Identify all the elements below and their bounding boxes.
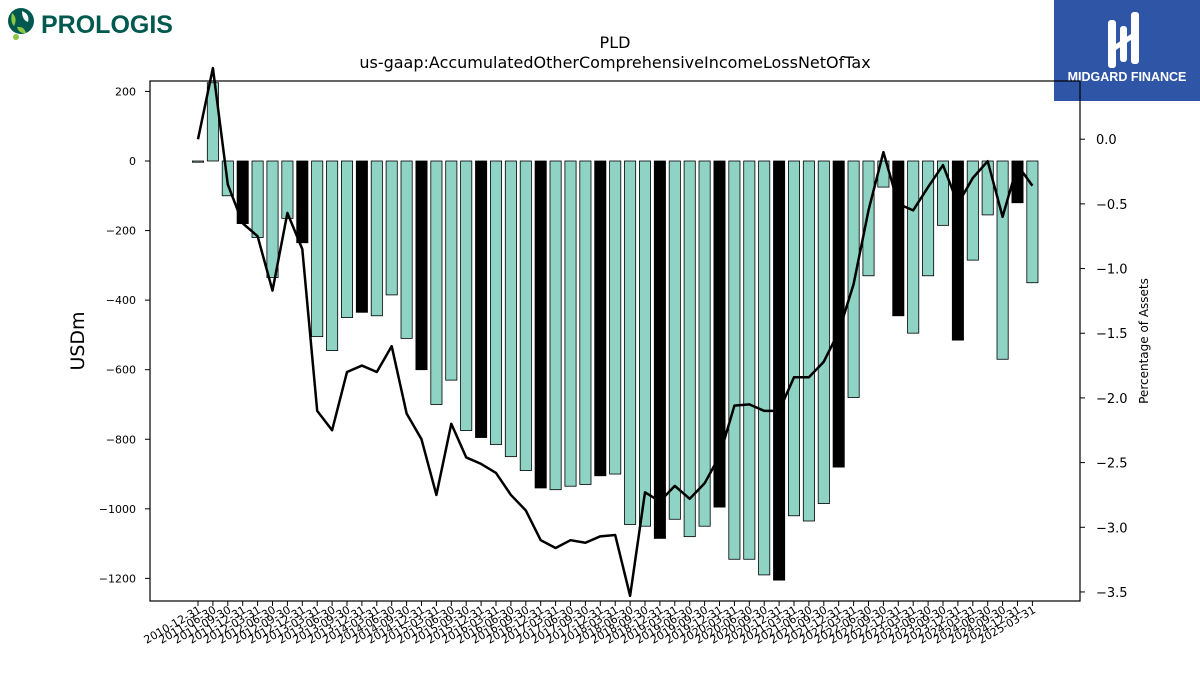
globe-icon xyxy=(8,8,34,34)
y-tick-label: 200 xyxy=(115,85,136,98)
y2-tick-label: −3.5 xyxy=(1096,586,1128,601)
bar-2022-12-31 xyxy=(892,160,905,317)
bar-2014-12-31 xyxy=(415,160,428,371)
bar-2021-12-31 xyxy=(832,160,845,468)
x-axis: 2010-12-312011-06-302011-09-302011-12-31… xyxy=(142,601,1038,647)
bar-2018-06-30 xyxy=(624,160,637,525)
midgard-finance-logo: MIDGARD FINANCE xyxy=(1054,0,1200,101)
bar-2017-09-30 xyxy=(579,160,592,485)
bar-2017-06-30 xyxy=(564,160,577,487)
bar-2018-03-31 xyxy=(609,160,622,475)
y2-tick-label: −1.5 xyxy=(1096,327,1128,342)
y-tick-label: −800 xyxy=(106,433,136,446)
bar-2018-09-30 xyxy=(639,160,652,527)
bar-2015-03-31 xyxy=(430,160,443,405)
y2-axis-label: Percentage of Assets xyxy=(1137,278,1151,404)
prologis-logo: PROLOGIS xyxy=(8,8,173,40)
bar-2016-12-31 xyxy=(534,160,547,489)
bar-2021-09-30 xyxy=(817,160,830,505)
y-axis: 200 0 −200 −400 −600 −800 −1000 −1200 xyxy=(99,85,150,585)
bar-2015-09-30 xyxy=(460,160,473,431)
bar-2023-06-30 xyxy=(922,160,935,277)
bar-2020-09-30 xyxy=(758,160,771,576)
midgard-logo-text: MIDGARD FINANCE xyxy=(1068,70,1187,84)
bar-2024-06-30 xyxy=(981,160,994,216)
bar-2023-03-31 xyxy=(907,160,920,334)
bar-2022-06-30 xyxy=(862,160,875,277)
bar-2016-09-30 xyxy=(519,160,532,471)
bar-2024-09-30 xyxy=(996,160,1009,360)
y2-tick-label: −3.0 xyxy=(1096,521,1128,536)
y-tick-label: −400 xyxy=(106,294,136,307)
bar-2010-12-31 xyxy=(191,160,204,163)
y-axis-label: USDm xyxy=(67,311,89,370)
y-tick-label: 0 xyxy=(129,155,136,168)
bar-2012-03-31 xyxy=(251,160,264,238)
bar-2020-03-31 xyxy=(728,160,741,560)
bar-2021-06-30 xyxy=(802,160,815,522)
prologis-logo-text: PROLOGIS xyxy=(41,11,173,39)
y-tick-label: −1000 xyxy=(99,503,136,516)
bar-2020-12-31 xyxy=(773,160,786,581)
bar-2012-06-30 xyxy=(266,160,279,278)
y2-tick-label: −0.5 xyxy=(1096,198,1128,213)
bar-2013-09-30 xyxy=(340,160,353,318)
bar-2011-06-30 xyxy=(206,82,219,162)
bar-2023-09-30 xyxy=(937,160,950,226)
bar-2018-12-31 xyxy=(653,160,666,539)
bar-2016-03-31 xyxy=(489,160,502,445)
bar-2013-03-31 xyxy=(311,160,324,338)
bar-2025-03-31 xyxy=(1026,160,1039,284)
y2-axis: 0.0 −0.5 −1.0 −1.5 −2.0 −2.5 −3.0 −3.5 xyxy=(1080,133,1128,601)
bar-2014-09-30 xyxy=(400,160,413,339)
bar-2019-12-31 xyxy=(713,160,726,508)
bar-2012-12-31 xyxy=(296,160,309,244)
y2-tick-label: −2.5 xyxy=(1096,457,1128,472)
bar-2024-03-31 xyxy=(966,160,979,261)
bar-2019-03-31 xyxy=(668,160,681,520)
bar-2015-06-30 xyxy=(445,160,458,381)
y2-tick-label: −1.0 xyxy=(1096,263,1128,278)
percent-of-assets-line xyxy=(196,66,1034,598)
chart-title: PLD xyxy=(600,33,631,52)
bar-2012-09-30 xyxy=(281,160,294,219)
bar-2017-12-31 xyxy=(594,160,607,477)
bar-2017-03-31 xyxy=(549,160,562,491)
bar-2013-12-31 xyxy=(355,160,368,313)
bar-2014-03-31 xyxy=(370,160,383,317)
chart-subtitle: us-gaap:AccumulatedOtherComprehensiveInc… xyxy=(359,53,870,72)
bar-2021-03-31 xyxy=(788,160,801,517)
bar-2014-06-30 xyxy=(385,160,398,296)
bar-2013-06-30 xyxy=(326,160,339,351)
y-tick-label: −200 xyxy=(106,225,136,238)
bar-series xyxy=(191,82,1039,581)
bar-2016-06-30 xyxy=(504,160,517,458)
bar-2015-12-31 xyxy=(475,160,488,438)
bar-2019-09-30 xyxy=(698,160,711,527)
bar-2019-06-30 xyxy=(683,160,696,538)
bar-2020-06-30 xyxy=(743,160,756,560)
y-tick-label: −600 xyxy=(106,364,136,377)
bar-2023-12-31 xyxy=(951,160,964,341)
midgard-emblem-icon xyxy=(1108,12,1139,68)
y-tick-label: −1200 xyxy=(99,572,136,585)
y2-tick-label: −2.0 xyxy=(1096,392,1128,407)
y2-tick-label: 0.0 xyxy=(1096,133,1117,148)
